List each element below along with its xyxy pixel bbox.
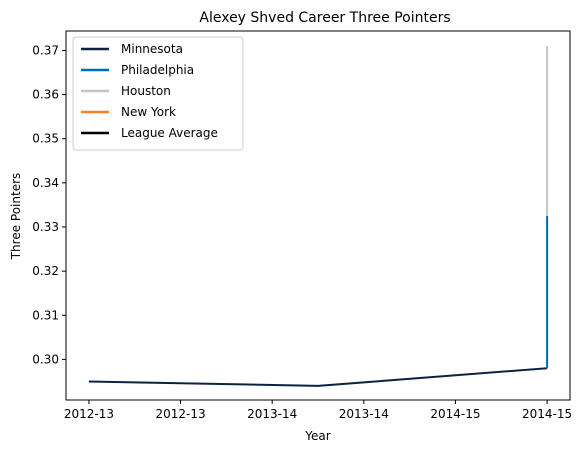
legend-label: Minnesota [121,42,183,56]
chart-title: Alexey Shved Career Three Pointers [199,10,450,26]
x-tick-label: 2014-15 [430,407,480,421]
legend-label: New York [121,105,176,119]
series-line-minnesota [88,367,548,387]
y-tick-label: 0.32 [32,264,59,278]
y-axis-ticks: 0.30 0.31 0.32 0.33 0.34 0.35 0.36 0.37 [32,43,66,366]
y-tick-label: 0.34 [32,176,59,190]
plot-frame [65,30,571,401]
x-tick-label: 2013-14 [339,407,389,421]
y-tick-label: 0.36 [32,88,59,102]
y-tick-label: 0.30 [32,352,59,366]
x-tick-label: 2012-13 [155,407,205,421]
y-axis-label: Three Pointers [9,173,23,261]
x-axis-ticks: 2012-13 2012-13 2013-14 2013-14 2014-15 2014-… [64,400,572,421]
legend-label: League Average [121,126,218,140]
y-tick-label: 0.31 [32,308,59,322]
legend-label: Philadelphia [121,63,194,77]
x-tick-label: 2013-14 [247,407,297,421]
x-axis-label: Year [304,429,330,443]
y-tick-label: 0.35 [32,132,59,146]
legend: Minnesota Philadelphia Houston New York Leag… [72,36,244,151]
x-tick-label: 2012-13 [64,407,114,421]
y-tick-label: 0.33 [32,220,59,234]
plot-lines [88,46,549,387]
y-tick-label: 0.37 [32,43,59,57]
legend-label: Houston [121,84,171,98]
x-tick-label: 2014-15 [522,407,572,421]
legend-box [72,36,244,151]
